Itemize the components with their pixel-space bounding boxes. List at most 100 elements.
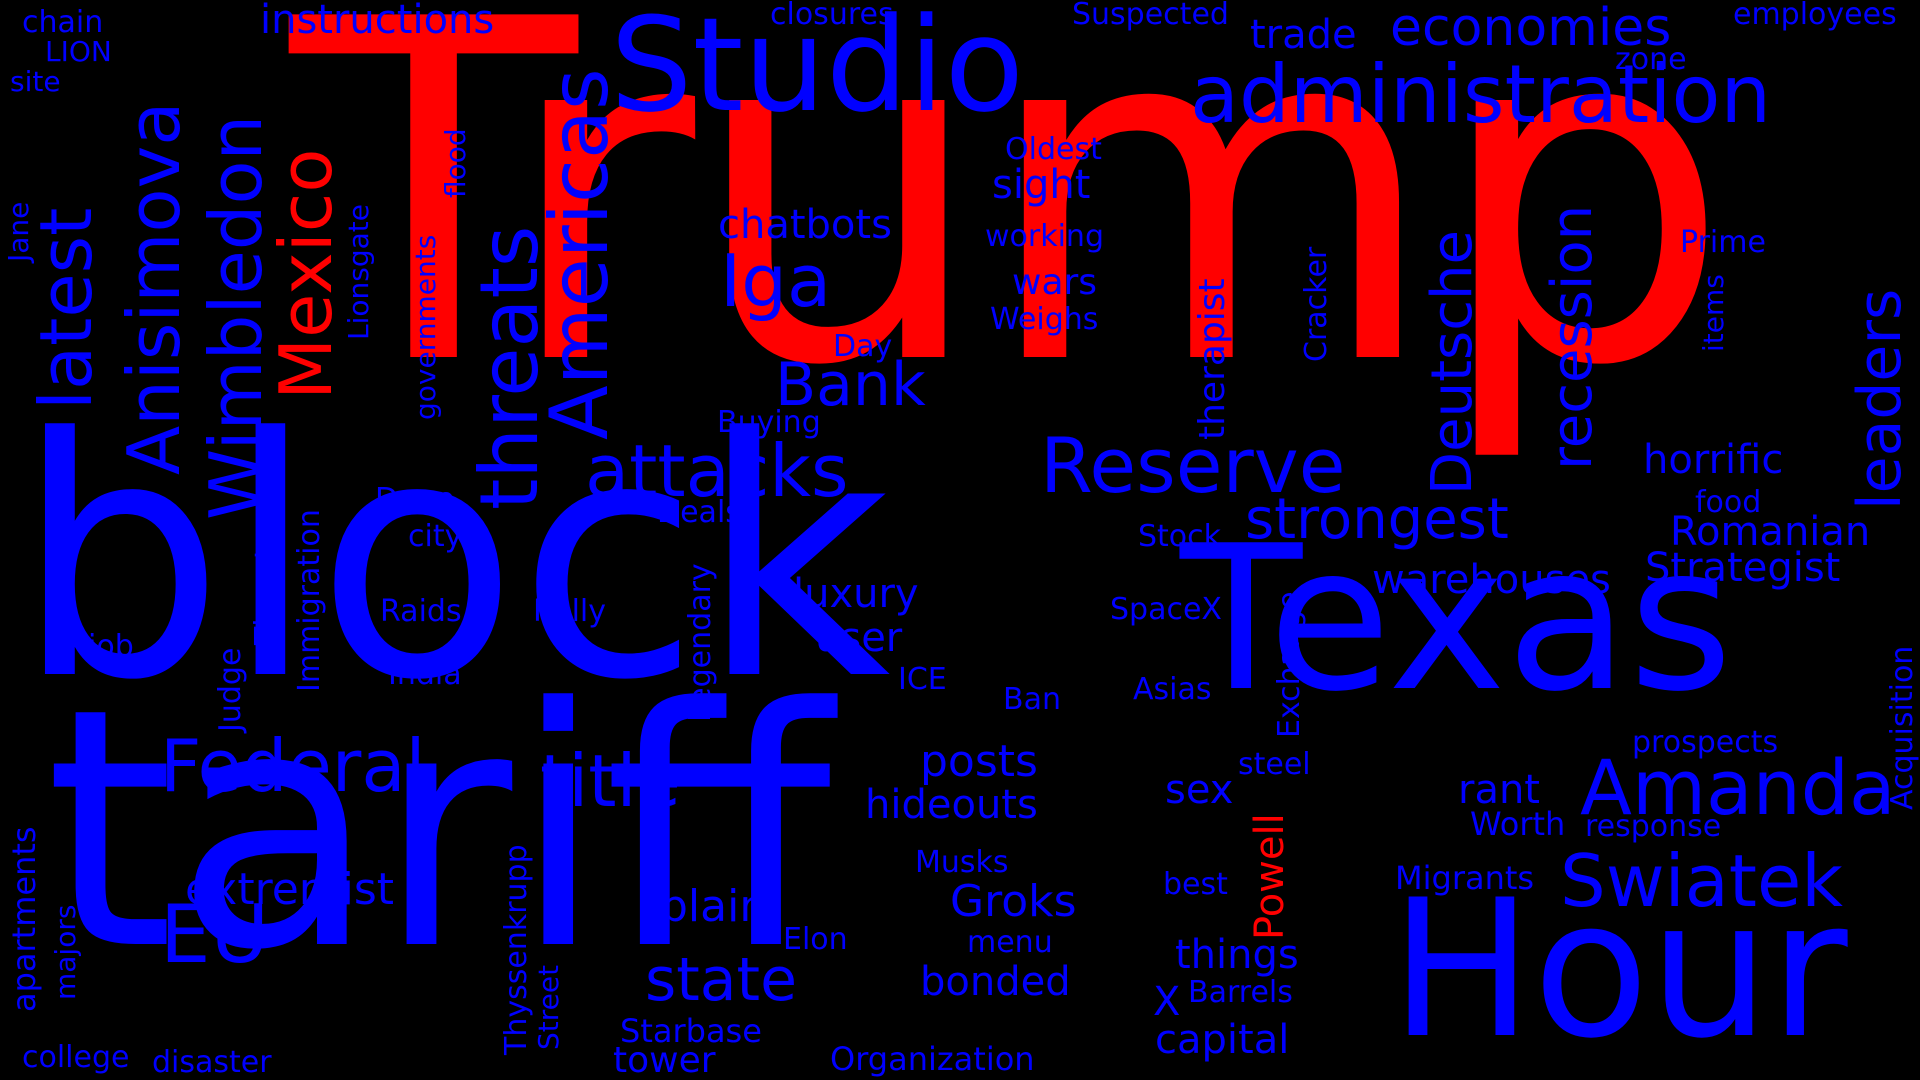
word-wimbledon: Wimbledon [194, 114, 278, 520]
word-deutsche: Deutsche [1420, 230, 1485, 495]
word-prospects: prospects [1632, 725, 1779, 760]
word-response: response [1585, 809, 1722, 844]
word-sight: sight [992, 162, 1091, 208]
word-india: India [388, 657, 462, 692]
word-day: Day [833, 329, 893, 364]
word-dune: Dune [375, 482, 455, 517]
word-exchange: Exchange [1272, 591, 1307, 738]
word-employees: employees [1733, 0, 1897, 32]
word-food: food [1695, 485, 1762, 520]
word-elon: Elon [783, 922, 848, 957]
word-jane: Jane [2, 201, 35, 262]
word-buying: Buying [717, 405, 821, 440]
word-city: city [408, 519, 463, 554]
word-starbase: Starbase [620, 1012, 762, 1050]
word-bonded: bonded [920, 959, 1071, 1005]
word-musks: Musks [915, 845, 1009, 880]
word-site: site [10, 65, 61, 98]
word-extremist: extremist [185, 864, 395, 915]
word-x: X [1153, 979, 1181, 1025]
word-warehouses: warehouses [1372, 557, 1611, 603]
word-eu: EU [160, 888, 270, 981]
word-disaster: disaster [152, 1045, 272, 1080]
word-leaders: leaders [1845, 288, 1915, 510]
word-anisimova: Anisimova [112, 101, 196, 475]
word-user: user [815, 615, 903, 661]
word-ice: ICE [898, 662, 947, 697]
word-powell: Powell [1247, 813, 1293, 940]
word-latest: latest [24, 207, 108, 410]
word-street: Street [532, 964, 565, 1050]
word-menu: menu [967, 925, 1053, 960]
word-zone: zone [1615, 42, 1687, 77]
word-steel: steel [1238, 747, 1311, 782]
word-bank: Bank [775, 350, 926, 420]
word-suspected: Suspected [1072, 0, 1229, 32]
word-strategist: Strategist [1645, 545, 1841, 591]
word-threats: threats [463, 225, 556, 511]
word-instructions: instructions [260, 0, 495, 43]
word-capital: capital [1155, 1017, 1290, 1063]
word-studio: Studio [610, 0, 1025, 141]
word-weighs: Weighs [990, 302, 1099, 337]
word-barrels: Barrels [1188, 975, 1293, 1010]
word-trump: Trump [290, 0, 1731, 468]
word-rant: rant [1458, 767, 1540, 813]
word-block: block [15, 368, 891, 752]
word-attacks: attacks [585, 429, 849, 513]
word-tower: tower [613, 1040, 716, 1080]
word-rally: Rally [533, 594, 606, 629]
word-federal: Federal [160, 724, 426, 808]
word-chatbots: chatbots [718, 202, 892, 248]
word-deals: Deals [657, 495, 741, 530]
word-best: best [1163, 867, 1228, 902]
word-apartments: apartments [5, 826, 43, 1012]
word-raids: Raids [380, 594, 462, 629]
word-administration: administration [1190, 48, 1772, 141]
word-judge: Judge [213, 647, 248, 732]
word-chain: chain [22, 5, 104, 40]
word-economies: economies [1390, 0, 1672, 58]
word-threatens: Threatens [249, 494, 284, 645]
word-hideouts: hideouts [865, 782, 1038, 828]
word-lionsgate: Lionsgate [342, 204, 375, 340]
word-organization: Organization [830, 1040, 1035, 1078]
word-horrific: horrific [1643, 437, 1784, 483]
word-flood: flood [439, 128, 472, 198]
word-luxury: luxury [793, 571, 919, 617]
word-immigration: Immigration [292, 509, 327, 692]
word-college: college [22, 1040, 130, 1075]
word-closures: closures [770, 0, 894, 32]
word-stock: Stock [1138, 519, 1222, 554]
word-asias: Asias [1133, 672, 1212, 707]
word-ban: Ban [1003, 682, 1061, 717]
word-romanian: Romanian [1670, 509, 1871, 555]
word-therapist: therapist [1192, 278, 1233, 440]
word-governments: governments [409, 234, 442, 420]
word-swiatek: Swiatek [1560, 839, 1843, 923]
word-sex: sex [1165, 767, 1234, 813]
word-legendary: Legendary [683, 563, 718, 722]
word-spacex: SpaceX [1110, 592, 1222, 627]
word-posts: posts [920, 736, 1038, 787]
word-worth: Worth [1470, 805, 1566, 843]
word-lion: LION [45, 35, 112, 68]
word-amanda: Amanda [1580, 743, 1896, 832]
word-working: working [985, 219, 1104, 254]
word-mexico: Mexico [264, 148, 348, 400]
word-groks: Groks [950, 876, 1077, 927]
word-reserve: Reserve [1040, 421, 1346, 510]
word-prime: Prime [1680, 225, 1766, 260]
word-majors: majors [49, 904, 82, 1000]
word-state: state [645, 945, 797, 1015]
word-title: title [540, 739, 681, 823]
word-strongest: strongest [1245, 487, 1509, 552]
word-cracker: Cracker [1299, 246, 1334, 362]
word-tariff: tariff [45, 638, 832, 1022]
word-texas: Texas [1180, 503, 1733, 736]
word-hour: Hour [1390, 859, 1848, 1080]
word-things: things [1175, 932, 1299, 978]
word-thyssenkrupp: Thyssenkrupp [499, 844, 534, 1055]
word-trade: trade [1250, 12, 1357, 58]
word-acquisition: Acquisition [1885, 645, 1920, 810]
